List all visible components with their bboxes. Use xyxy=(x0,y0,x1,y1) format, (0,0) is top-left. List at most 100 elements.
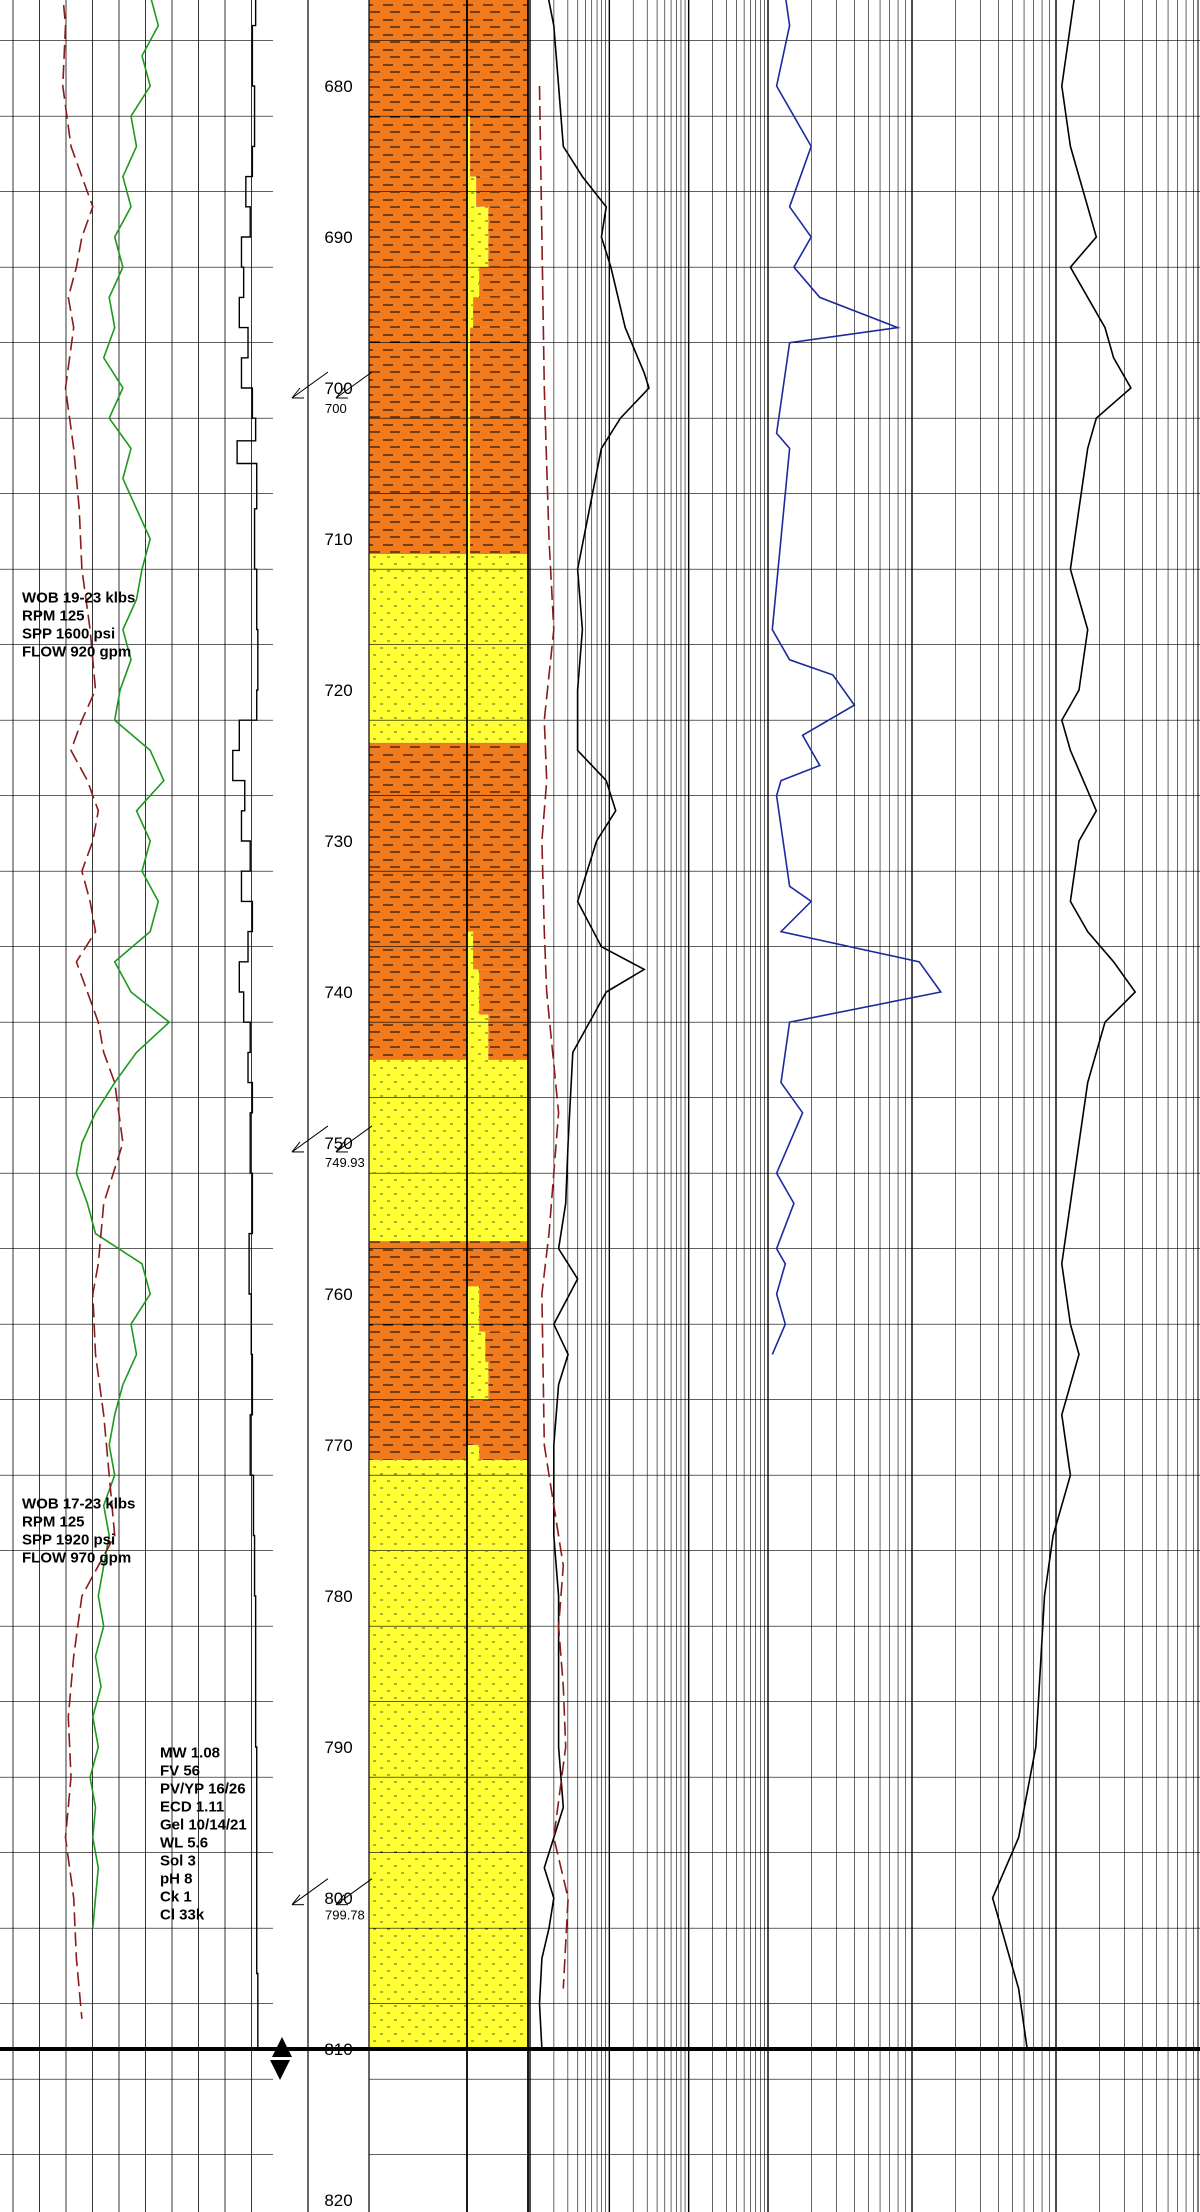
pct-lith-sand xyxy=(467,1460,528,2049)
marker-arrow-line xyxy=(335,1125,373,1153)
depth-marker-label: 799.78 xyxy=(325,1908,365,1923)
interp-lith-sand xyxy=(369,1460,467,2049)
curve-red-left xyxy=(61,0,124,2019)
pct-lith-sand xyxy=(467,1286,480,1332)
pct-lith-sand xyxy=(467,116,471,177)
marker-arrow-line xyxy=(335,1878,373,1906)
marker-arrow-head xyxy=(291,387,301,399)
pct-lith-shale xyxy=(470,327,528,555)
lithology-fills xyxy=(369,0,528,2049)
mud-property-line: WL 5.6 xyxy=(160,1835,208,1852)
pct-lith-sand xyxy=(467,1059,528,1242)
mud-property-line: MW 1.08 xyxy=(160,1745,220,1762)
depth-tick-label: 800 xyxy=(324,1889,352,1908)
marker-arrow-line xyxy=(291,1125,329,1153)
pct-lith-sand xyxy=(467,206,489,268)
pct-lith-sand xyxy=(467,267,480,298)
pct-lith-sand xyxy=(467,1361,489,1400)
pct-lith-shale xyxy=(473,931,528,970)
drilling-parameter-line: WOB 17-23 klbs xyxy=(22,1495,135,1512)
pct-lith-shale xyxy=(479,1445,528,1461)
marker-arrow-head xyxy=(291,1141,301,1153)
drilling-parameter-line: WOB 19-23 klbs xyxy=(22,589,135,606)
interp-lith-shale xyxy=(369,0,467,555)
marker-arrow-line xyxy=(335,371,373,399)
pct-lith-shale xyxy=(485,1331,528,1362)
curve-blue-right xyxy=(771,0,943,1355)
depth-tick-label: 760 xyxy=(324,1285,352,1304)
marker-arrow-head xyxy=(291,1894,301,1905)
mud-property-line: FV 56 xyxy=(160,1763,200,1780)
drilling-parameter-line: SPP 1920 psi xyxy=(22,1531,115,1548)
depth-markers: 700 749.93 799.78 xyxy=(291,371,373,1923)
pct-lith-shale xyxy=(488,1014,528,1060)
interp-lith-sand xyxy=(369,554,467,743)
mud-property-line: PV/YP 16/26 xyxy=(160,1781,246,1798)
pct-lith-shale xyxy=(467,1399,528,1445)
pct-lith-sand xyxy=(467,554,528,743)
depth-tick-label: 810 xyxy=(324,2040,352,2059)
pct-lith-shale xyxy=(467,1241,528,1287)
marker-arrow-head xyxy=(335,1141,345,1153)
pct-lith-sand xyxy=(467,931,474,970)
depth-tick-label: 730 xyxy=(324,832,352,851)
pct-lith-shale xyxy=(467,742,528,932)
depth-tick-label: 780 xyxy=(324,1587,352,1606)
drilling-parameter-line: FLOW 970 gpm xyxy=(22,1549,131,1566)
curve-black-right xyxy=(991,0,1137,2050)
total-depth-up-triangle xyxy=(272,2037,292,2057)
pct-lith-shale xyxy=(488,1361,528,1400)
interp-lith-shale xyxy=(369,742,467,1060)
drilling-parameter-line: RPM 125 xyxy=(22,1513,85,1530)
interp-lith-shale xyxy=(369,1241,467,1461)
marker-arrow-head xyxy=(335,1894,345,1905)
marker-arrow-head xyxy=(335,387,345,399)
depth-tick-label: 790 xyxy=(324,1738,352,1757)
drilling-parameter-line: FLOW 920 gpm xyxy=(22,643,131,660)
mud-property-line: Gel 10/14/21 xyxy=(160,1817,247,1834)
bit-change-arrows xyxy=(291,371,373,399)
depth-tick-label: 680 xyxy=(324,77,352,96)
mud-property-line: ECD 1.11 xyxy=(160,1799,224,1816)
log-curves xyxy=(61,0,1137,2050)
curve-gamma xyxy=(75,0,171,1929)
depth-tick-label: 710 xyxy=(324,530,352,549)
interp-lith-sand xyxy=(369,1059,467,1242)
mud-property-line: pH 8 xyxy=(160,1871,193,1888)
pct-lith-sand xyxy=(467,327,471,555)
depth-tick-label: 750 xyxy=(324,1134,352,1153)
pct-lith-shale xyxy=(479,1286,528,1332)
depth-marker-label: 749.93 xyxy=(325,1155,365,1170)
total-depth-down-triangle xyxy=(270,2060,290,2080)
mud-property-line: Ck 1 xyxy=(160,1889,192,1906)
pct-lith-sand xyxy=(467,1331,486,1362)
depth-tick-labels: 680 690 700 710 720 730 740 750 760 770 780 790 800 8… xyxy=(324,77,352,2210)
depth-tick-label: 770 xyxy=(324,1436,352,1455)
curve-resistivity-black xyxy=(538,0,650,2050)
pct-lith-shale xyxy=(479,267,528,298)
mud-property-line: Cl 33k xyxy=(160,1907,205,1924)
pct-lith-sand xyxy=(467,1445,480,1461)
depth-tick-label: 820 xyxy=(324,2191,352,2210)
pct-lith-shale xyxy=(467,0,528,117)
curve-rop xyxy=(232,0,259,2049)
marker-arrow-line xyxy=(291,1878,329,1906)
pct-lith-sand xyxy=(467,1014,489,1060)
pct-lith-sand xyxy=(467,297,474,328)
pct-lith-shale xyxy=(479,969,528,1015)
depth-marker-label: 700 xyxy=(325,401,347,416)
depth-tick-label: 690 xyxy=(324,228,352,247)
depth-tick-label: 720 xyxy=(324,681,352,700)
pct-lith-shale xyxy=(473,297,528,328)
curve-red-middle xyxy=(538,85,569,1989)
bit-change-arrows xyxy=(291,1125,373,1153)
mud-property-line: Sol 3 xyxy=(160,1853,196,1870)
depth-tick-label: 740 xyxy=(324,983,352,1002)
pct-lith-shale xyxy=(470,116,528,177)
drilling-parameter-line: RPM 125 xyxy=(22,607,85,624)
pct-lith-shale xyxy=(488,206,528,268)
